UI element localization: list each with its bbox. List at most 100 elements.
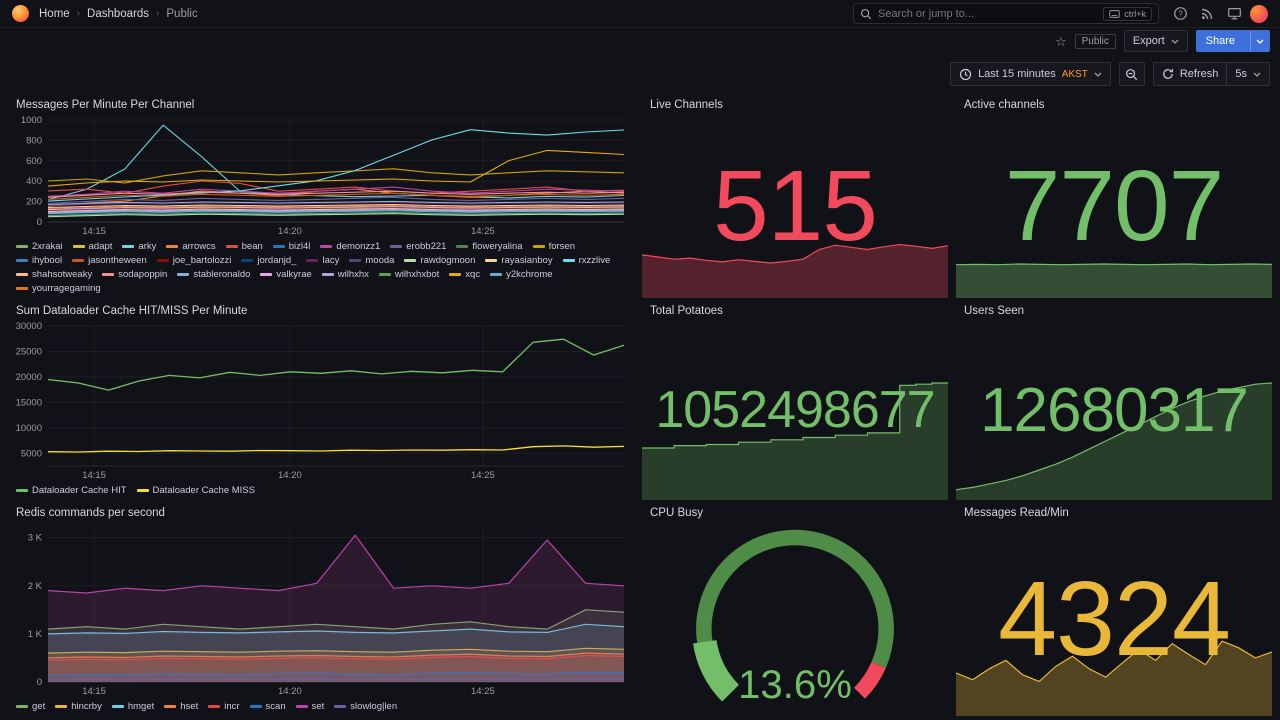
refresh-button[interactable]: Refresh — [1152, 62, 1228, 86]
legend-item[interactable]: yourragegaming — [16, 283, 101, 294]
panel-title[interactable]: Live Channels — [650, 99, 723, 111]
legend-item[interactable]: erobb221 — [390, 241, 446, 252]
legend-item[interactable]: forsen — [532, 241, 575, 252]
panel-title[interactable]: Users Seen — [964, 305, 1025, 317]
legend-item[interactable]: lacy — [306, 255, 339, 266]
svg-text:14:25: 14:25 — [471, 686, 495, 697]
svg-text:10000: 10000 — [16, 423, 42, 434]
series-label: set — [311, 701, 325, 712]
legend-item[interactable]: arky — [122, 241, 156, 252]
series-color-chip — [241, 259, 254, 262]
breadcrumb-dashboards[interactable]: Dashboards — [87, 7, 150, 20]
legend-item[interactable]: jordanjd_ — [241, 255, 296, 266]
panel-messages-per-minute: Messages Per Minute Per Channel 14:15 14:… — [8, 96, 630, 298]
legend-item[interactable]: set — [295, 701, 325, 712]
series-color-chip — [156, 259, 169, 262]
legend-item[interactable]: valkyrae — [260, 269, 312, 280]
legend-item[interactable]: arrowcs — [166, 241, 216, 252]
panel-title[interactable]: Messages Per Minute Per Channel — [16, 99, 195, 111]
legend-item[interactable]: demonzz1 — [320, 241, 380, 252]
legend-item[interactable]: xqc — [449, 269, 480, 280]
legend-item[interactable]: joe_bartolozzi — [156, 255, 231, 266]
svg-text:14:20: 14:20 — [278, 470, 302, 481]
series-label: hincrby — [71, 701, 102, 712]
legend-item[interactable]: ihybool — [16, 255, 62, 266]
gauge: 13.6% — [642, 522, 948, 716]
legend-item[interactable]: bizl4l — [272, 241, 310, 252]
legend-item[interactable]: scan — [249, 701, 286, 712]
panel-title[interactable]: Redis commands per second — [16, 507, 165, 519]
svg-text:20000: 20000 — [16, 372, 42, 383]
panel-dataloader-cache: Sum Dataloader Cache HIT/MISS Per Minute… — [8, 302, 630, 500]
legend-item[interactable]: jasontheween — [72, 255, 147, 266]
series-label: scan — [265, 701, 286, 712]
series-label: yourragegaming — [32, 283, 101, 294]
news-button[interactable] — [1196, 3, 1218, 25]
legend-item[interactable]: get — [16, 701, 45, 712]
legend-item[interactable]: rawdogmoon — [404, 255, 475, 266]
export-button[interactable]: Export — [1123, 30, 1188, 52]
series-color-chip — [485, 259, 498, 262]
sparkline — [956, 382, 1272, 500]
help-button[interactable]: ? — [1169, 3, 1191, 25]
panel-title[interactable]: Messages Read/Min — [964, 507, 1069, 519]
grafana-logo-icon[interactable] — [12, 5, 29, 22]
timeseries-chart[interactable]: 14:15 14:20 14:25 5000 10000 15000 20000 25000 3… — [8, 320, 630, 482]
series-color-chip — [260, 273, 273, 276]
favorite-star-icon[interactable]: ☆ — [1054, 33, 1067, 49]
search-input[interactable] — [878, 7, 1098, 20]
user-avatar[interactable] — [1250, 4, 1268, 23]
svg-text:200: 200 — [26, 197, 42, 208]
export-label: Export — [1132, 35, 1165, 47]
series-label: rawdogmoon — [420, 255, 476, 266]
legend-item[interactable]: Dataloader Cache MISS — [136, 485, 255, 496]
search-box[interactable]: ctrl+k — [853, 3, 1159, 24]
svg-text:14:15: 14:15 — [82, 226, 106, 237]
legend-item[interactable]: rxzzlive — [562, 255, 610, 266]
share-main[interactable]: Share — [1197, 31, 1244, 51]
zoom-out-button[interactable] — [1118, 62, 1145, 86]
legend-item[interactable]: y2kchrome — [490, 269, 553, 280]
stat-area: 12680317 — [956, 320, 1272, 500]
legend-item[interactable]: 2xrakai — [16, 241, 63, 252]
legend-item[interactable]: Dataloader Cache HIT — [16, 485, 127, 496]
panel-title[interactable]: Sum Dataloader Cache HIT/MISS Per Minute — [16, 305, 248, 317]
series-label: shahsotweaky — [32, 269, 93, 280]
legend-item[interactable]: incr — [208, 701, 240, 712]
legend-item[interactable]: slowlog|len — [334, 701, 397, 712]
legend-item[interactable]: hset — [164, 701, 198, 712]
legend-item[interactable]: hincrby — [55, 701, 102, 712]
series-color-chip — [122, 245, 135, 248]
series-color-chip — [404, 259, 417, 262]
display-button[interactable] — [1223, 3, 1245, 25]
keyboard-icon — [1109, 9, 1120, 18]
legend-item[interactable]: stableronaldo — [177, 269, 250, 280]
series-label: floweryalina — [472, 241, 523, 252]
share-label: Share — [1205, 35, 1235, 47]
legend-item[interactable]: rayasianboy — [485, 255, 553, 266]
legend-item[interactable]: bean — [225, 241, 263, 252]
legend-item[interactable]: hmget — [111, 701, 154, 712]
timeseries-chart[interactable]: 14:15 14:20 14:25 0 1 K 2 K 3 K — [8, 522, 630, 698]
panel-title[interactable]: Active channels — [964, 99, 1045, 111]
share-dropdown[interactable] — [1250, 31, 1269, 51]
breadcrumb-home[interactable]: Home — [39, 7, 70, 20]
series-label: lacy — [322, 255, 340, 266]
series-label: y2kchrome — [506, 269, 553, 280]
legend-item[interactable]: floweryalina — [456, 241, 523, 252]
legend-item[interactable]: wilhxhx — [321, 269, 369, 280]
legend-item[interactable]: adapt — [72, 241, 112, 252]
time-range-picker[interactable]: Last 15 minutes AKST — [950, 62, 1111, 86]
refresh-interval-label: 5s — [1235, 68, 1247, 80]
series-color-chip — [249, 705, 262, 708]
legend-item[interactable]: sodapoppin — [102, 269, 167, 280]
legend-item[interactable]: mooda — [349, 255, 394, 266]
share-button[interactable]: Share — [1195, 30, 1270, 52]
legend-item[interactable]: wilhxhxbot — [378, 269, 439, 280]
legend: 2xrakai adapt arky arrowcs bean bizl4l demonzz… — [8, 238, 630, 298]
timeseries-chart[interactable]: 14:15 14:20 14:25 0 200 400 600 800 1000 — [8, 114, 630, 238]
legend-item[interactable]: shahsotweaky — [16, 269, 92, 280]
panel-title[interactable]: Total Potatoes — [650, 305, 723, 317]
panel-title[interactable]: CPU Busy — [650, 507, 704, 519]
refresh-interval-dropdown[interactable]: 5s — [1227, 62, 1270, 86]
